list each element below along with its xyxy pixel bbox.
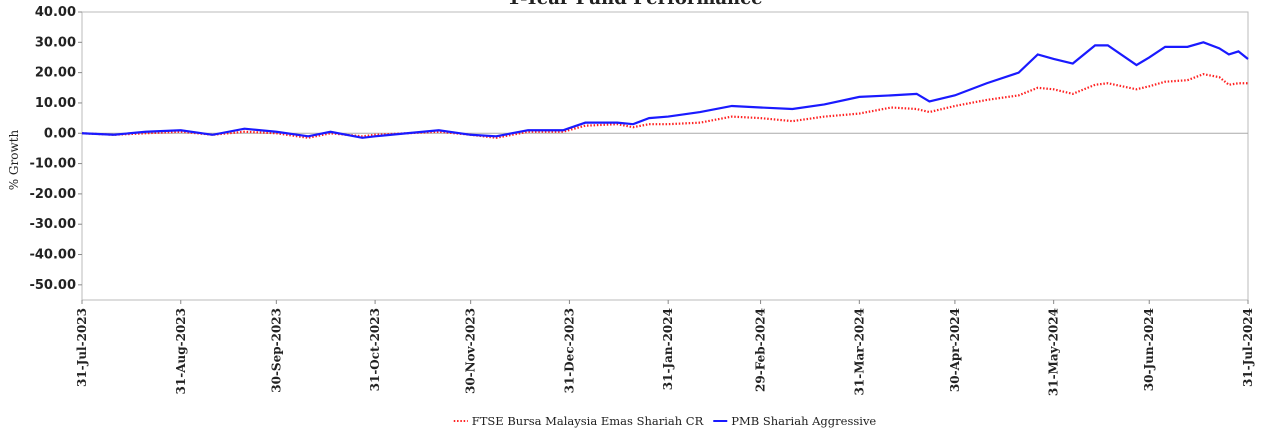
x-tick-label: 30-Jun-2024	[1142, 308, 1156, 391]
legend-label: FTSE Bursa Malaysia Emas Shariah CR	[472, 414, 704, 428]
chart-title: 1-Year Fund Performance	[507, 0, 762, 9]
y-tick-label: -30.00	[29, 217, 76, 232]
y-tick-label: -10.00	[29, 157, 76, 172]
y-tick-label: 10.00	[35, 96, 76, 111]
y-axis-label: % Growth	[7, 129, 21, 190]
y-tick-label: 40.00	[35, 5, 76, 20]
y-tick-label: 20.00	[35, 66, 76, 81]
legend: FTSE Bursa Malaysia Emas Shariah CR PMB S…	[453, 414, 876, 428]
legend-label: PMB Shariah Aggressive	[731, 414, 876, 428]
plot-frame	[81, 11, 1249, 301]
x-tick-label: 30-Sep-2023	[269, 308, 283, 393]
x-tick-label: 31-Dec-2023	[562, 308, 576, 393]
series-line	[81, 73, 1248, 139]
x-tick-label: 30-Nov-2023	[464, 308, 478, 394]
x-tick-label: 30-Apr-2024	[948, 308, 962, 392]
x-tick-label: 31-Jan-2024	[661, 308, 675, 390]
y-tick-label: -50.00	[29, 278, 76, 293]
x-tick-label: 31-Aug-2023	[174, 308, 188, 394]
x-tick-label: 31-May-2024	[1047, 308, 1061, 396]
series-line	[81, 41, 1249, 139]
y-tick-label: 0.00	[44, 126, 76, 141]
x-tick-label: 31-Jul-2023	[75, 308, 89, 387]
y-tick-label: 30.00	[35, 35, 76, 50]
x-tick-label: 31-Jul-2024	[1241, 308, 1255, 387]
x-tick-label: 31-Oct-2023	[368, 308, 382, 391]
y-tick-label: -20.00	[29, 187, 76, 202]
y-tick-label: -40.00	[29, 248, 76, 263]
x-tick-label: 29-Feb-2024	[754, 308, 768, 392]
x-tick-label: 31-Mar-2024	[852, 308, 866, 395]
